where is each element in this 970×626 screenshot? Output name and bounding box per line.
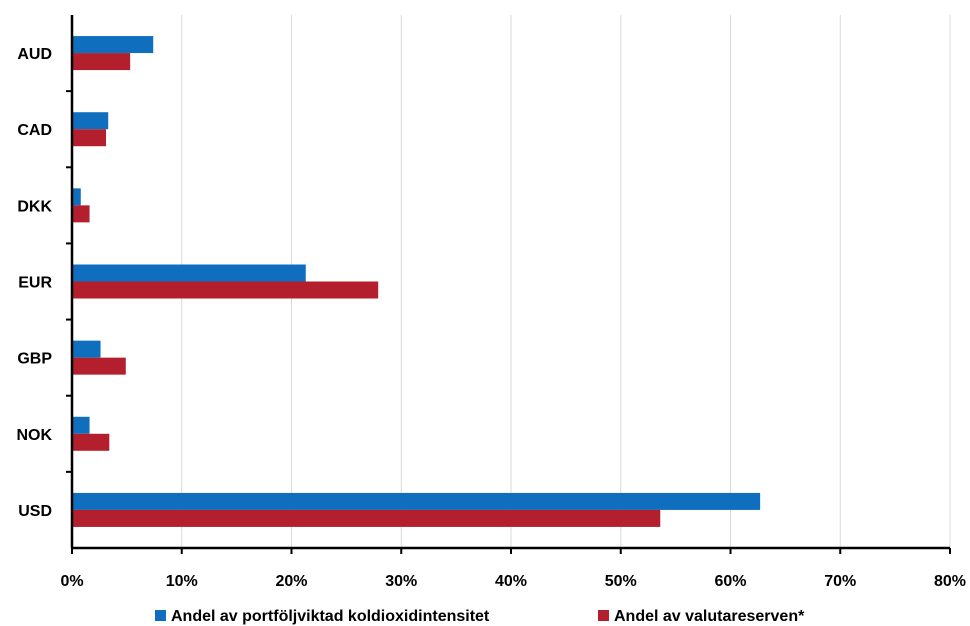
category-label-dkk: DKK — [17, 198, 52, 215]
bar-usd-series-2 — [72, 509, 661, 527]
bar-dkk-series-2 — [72, 205, 90, 223]
bar-eur-series-1 — [72, 264, 306, 282]
bar-aud-series-1 — [72, 36, 154, 54]
bar-eur-series-2 — [72, 281, 379, 299]
bar-cad-series-2 — [72, 129, 107, 147]
axes — [66, 15, 951, 554]
category-label-aud: AUD — [17, 46, 52, 63]
category-label-cad: CAD — [17, 122, 52, 139]
category-label-nok: NOK — [16, 427, 52, 444]
x-tick-label: 50% — [605, 573, 637, 590]
category-label-gbp: GBP — [17, 351, 52, 368]
x-tick-labels: 0% 10% 20% 30% 40% 50% 60% 70% 80% — [60, 573, 966, 590]
legend-swatch-1 — [155, 610, 166, 621]
gridlines — [181, 15, 951, 548]
category-label-eur: EUR — [18, 275, 52, 292]
legend-label-2: Andel av valutareserven* — [614, 608, 805, 625]
bar-aud-series-2 — [72, 53, 131, 71]
x-tick-label: 0% — [60, 573, 83, 590]
legend: Andel av portföljviktad koldioxidintensi… — [155, 608, 805, 625]
category-labels: AUD CAD DKK EUR GBP NOK USD — [16, 46, 52, 520]
x-tick-label: 70% — [824, 573, 856, 590]
x-tick-label: 40% — [495, 573, 527, 590]
bar-usd-series-1 — [72, 492, 761, 510]
bar-gbp-series-1 — [72, 340, 101, 358]
x-tick-label: 80% — [934, 573, 966, 590]
bar-dkk-series-1 — [72, 188, 81, 206]
x-tick-label: 20% — [275, 573, 307, 590]
category-label-usd: USD — [18, 503, 52, 520]
x-tick-label: 60% — [714, 573, 746, 590]
bars — [72, 36, 761, 527]
bar-cad-series-1 — [72, 112, 109, 130]
legend-swatch-2 — [598, 610, 609, 621]
bar-nok-series-1 — [72, 416, 90, 434]
legend-label-1: Andel av portföljviktad koldioxidintensi… — [171, 608, 490, 625]
x-tick-label: 10% — [166, 573, 198, 590]
bar-gbp-series-2 — [72, 357, 126, 375]
bar-nok-series-2 — [72, 433, 110, 451]
x-tick-label: 30% — [385, 573, 417, 590]
